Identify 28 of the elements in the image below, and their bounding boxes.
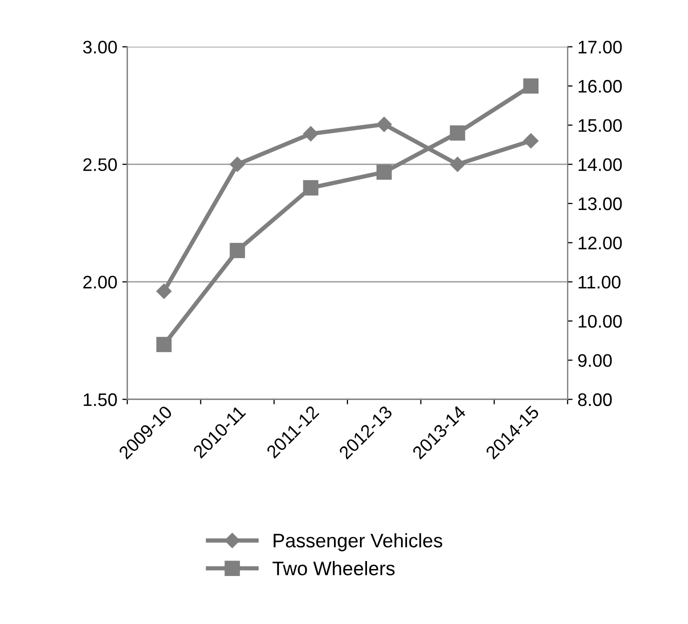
point <box>450 156 466 172</box>
point <box>156 336 172 352</box>
point <box>303 126 318 142</box>
y2-tick-label: 10.00 <box>578 314 622 328</box>
legend-label: Passenger Vehicles <box>274 533 442 552</box>
y2-tick-label: 9.00 <box>578 354 612 367</box>
point <box>523 133 538 148</box>
y2-tick-label: 11.00 <box>578 276 620 289</box>
point <box>523 78 539 94</box>
point <box>376 164 392 180</box>
y-tick-label: 2.00 <box>83 276 117 289</box>
point <box>450 125 466 141</box>
y-tick-label: 3.00 <box>83 40 117 54</box>
legend-label: Two Wheelers <box>272 561 395 576</box>
y2-tick-label: 14.00 <box>578 158 622 172</box>
y2-tick-label: 17.00 <box>578 40 622 54</box>
y2-tick-label: 12.00 <box>578 236 622 250</box>
point <box>303 180 318 196</box>
y-tick-label: 1.50 <box>84 393 117 406</box>
point <box>230 156 245 172</box>
point <box>376 116 392 132</box>
y-tick-label: 2.50 <box>83 158 117 172</box>
y2-tick-label: 13.00 <box>578 197 622 210</box>
point <box>230 242 245 258</box>
y2-tick-label: 15.00 <box>578 119 622 132</box>
point <box>156 284 172 299</box>
y2-tick-label: 8.00 <box>578 393 612 406</box>
y2-tick-label: 16.00 <box>578 80 622 93</box>
